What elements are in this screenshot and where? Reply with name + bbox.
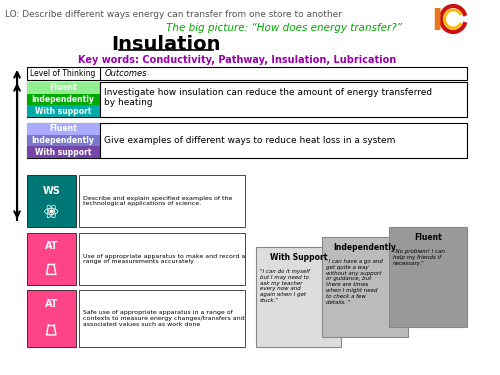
Text: LO: Describe different ways energy can transfer from one store to another: LO: Describe different ways energy can t… [4, 10, 342, 19]
FancyBboxPatch shape [78, 175, 244, 227]
Text: Independently: Independently [32, 136, 94, 145]
Text: With Support: With Support [270, 252, 328, 261]
Text: Give examples of different ways to reduce heat loss in a system: Give examples of different ways to reduc… [104, 136, 396, 145]
Text: I: I [432, 7, 443, 36]
FancyBboxPatch shape [256, 247, 342, 347]
Text: Independently: Independently [32, 95, 94, 104]
FancyBboxPatch shape [26, 290, 76, 347]
FancyBboxPatch shape [26, 94, 100, 105]
FancyBboxPatch shape [78, 233, 244, 285]
Text: Independently: Independently [334, 243, 396, 252]
FancyBboxPatch shape [26, 82, 100, 94]
FancyBboxPatch shape [26, 123, 466, 158]
Text: Describe and explain specified examples of the
technological applications of sci: Describe and explain specified examples … [84, 196, 233, 206]
Text: "I can have a go and
get quite a way
without any support
or guidance, but
there : "I can have a go and get quite a way wit… [326, 259, 383, 305]
Text: Outcomes: Outcomes [104, 69, 147, 78]
Text: Fluent: Fluent [49, 83, 77, 92]
Text: Insulation: Insulation [111, 35, 220, 54]
Text: AT: AT [44, 299, 58, 309]
FancyBboxPatch shape [389, 227, 466, 327]
Text: Key words: Conductivity, Pathway, Insulation, Lubrication: Key words: Conductivity, Pathway, Insula… [78, 55, 396, 65]
FancyBboxPatch shape [26, 175, 76, 227]
Text: Safe use of appropriate apparatus in a range of
contexts to measure energy chang: Safe use of appropriate apparatus in a r… [84, 310, 245, 327]
FancyBboxPatch shape [26, 135, 100, 146]
Text: WS: WS [42, 186, 60, 196]
Text: The big picture: “How does energy transfer?”: The big picture: “How does energy transf… [166, 23, 402, 33]
FancyBboxPatch shape [26, 67, 466, 80]
Text: Investigate how insulation can reduce the amount of energy transferred
by heatin: Investigate how insulation can reduce th… [104, 88, 432, 107]
Text: "I can do it myself
but I may need to
ask my teacher
every now and
again when I : "I can do it myself but I may need to as… [260, 269, 310, 303]
Text: Level of Thinking: Level of Thinking [30, 69, 96, 78]
FancyBboxPatch shape [26, 233, 76, 285]
FancyBboxPatch shape [26, 146, 100, 158]
Text: With support: With support [35, 106, 92, 116]
Text: "No problem! I can
help my friends if
necessary.": "No problem! I can help my friends if ne… [392, 249, 444, 266]
Text: Fluent: Fluent [49, 124, 77, 134]
Text: With support: With support [35, 148, 92, 157]
FancyBboxPatch shape [322, 237, 408, 337]
Text: AT: AT [44, 241, 58, 251]
FancyBboxPatch shape [26, 123, 100, 135]
FancyBboxPatch shape [78, 290, 244, 347]
FancyBboxPatch shape [26, 82, 466, 117]
Text: Use of appropriate apparatus to make and record a
range of measurements accurate: Use of appropriate apparatus to make and… [84, 254, 245, 264]
Text: Fluent: Fluent [414, 232, 442, 242]
FancyBboxPatch shape [26, 105, 100, 117]
